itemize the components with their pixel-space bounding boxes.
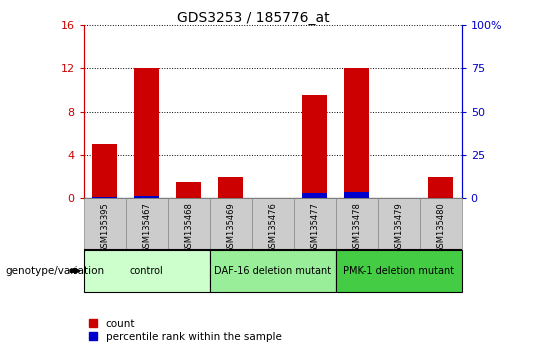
Bar [344, 68, 369, 198]
Bar [168, 198, 210, 250]
Text: GSM135479: GSM135479 [394, 202, 403, 253]
Bar [84, 198, 126, 250]
Bar [176, 182, 201, 198]
Text: GSM135478: GSM135478 [352, 202, 361, 253]
Legend: count, percentile rank within the sample: count, percentile rank within the sample [89, 319, 281, 342]
Text: GSM135476: GSM135476 [268, 202, 277, 253]
Bar [92, 196, 117, 198]
Bar [210, 198, 252, 250]
Text: GSM135467: GSM135467 [142, 202, 151, 253]
Text: GSM135469: GSM135469 [226, 202, 235, 253]
Bar [336, 198, 377, 250]
Text: GSM135395: GSM135395 [100, 202, 109, 253]
Text: GSM135480: GSM135480 [436, 202, 445, 253]
Bar [92, 144, 117, 198]
Text: GSM135477: GSM135477 [310, 202, 319, 253]
Text: control: control [130, 266, 164, 276]
Bar [428, 177, 453, 198]
Bar [336, 250, 462, 292]
Bar [134, 196, 159, 198]
Bar [344, 192, 369, 198]
Bar [210, 250, 336, 292]
Text: DAF-16 deletion mutant: DAF-16 deletion mutant [214, 266, 331, 276]
Bar [218, 177, 244, 198]
Bar [126, 198, 168, 250]
Bar [84, 250, 210, 292]
Bar [302, 193, 327, 198]
Text: genotype/variation: genotype/variation [5, 266, 105, 276]
Bar [302, 95, 327, 198]
Bar [252, 198, 294, 250]
Bar [294, 198, 336, 250]
Bar [134, 68, 159, 198]
Bar [420, 198, 462, 250]
Bar [377, 198, 420, 250]
Text: GDS3253 / 185776_at: GDS3253 / 185776_at [178, 11, 330, 25]
Text: PMK-1 deletion mutant: PMK-1 deletion mutant [343, 266, 454, 276]
Text: GSM135468: GSM135468 [184, 202, 193, 253]
